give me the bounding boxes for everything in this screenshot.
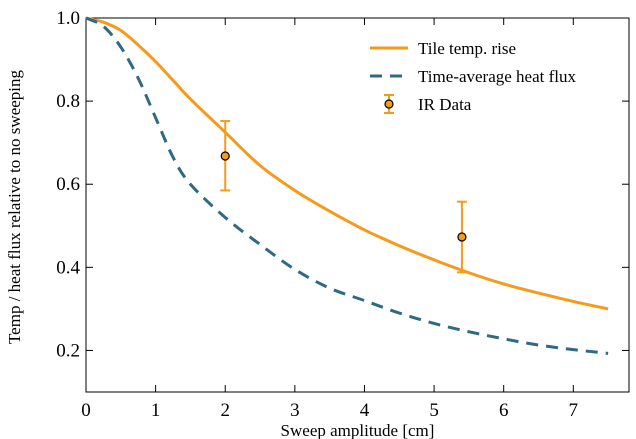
x-axis-label: Sweep amplitude [cm] bbox=[281, 421, 435, 439]
legend-swatch-marker bbox=[384, 99, 394, 109]
y-tick-label: 0.2 bbox=[56, 340, 80, 361]
x-tick-label: 1 bbox=[151, 400, 161, 421]
series-layer bbox=[85, 16, 609, 355]
x-tick-label: 6 bbox=[499, 400, 509, 421]
y-tick-label: 1.0 bbox=[56, 8, 80, 29]
y-tick-label: 0.8 bbox=[56, 91, 80, 112]
y-tick-label: 0.4 bbox=[56, 257, 80, 278]
y-tick-label: 0.6 bbox=[56, 174, 80, 195]
legend: Tile temp. rise Time-average heat flux IR … bbox=[370, 39, 576, 114]
legend-label: IR Data bbox=[418, 95, 472, 114]
x-tick-label: 7 bbox=[569, 400, 579, 421]
series-line-tile-temp bbox=[85, 16, 609, 311]
y-axis-label: Temp / heat flux relative to no sweeping bbox=[5, 69, 24, 344]
legend-label: Tile temp. rise bbox=[418, 39, 516, 58]
legend-label: Time-average heat flux bbox=[418, 67, 576, 86]
data-point bbox=[457, 232, 467, 242]
x-tick-label: 3 bbox=[290, 400, 300, 421]
axis-ticks: 0 1 2 3 4 5 6 7 0.2 0.4 0.6 0.8 1.0 bbox=[56, 8, 629, 421]
series-line-heat-flux bbox=[85, 16, 609, 355]
x-tick-label: 5 bbox=[429, 400, 439, 421]
plot-frame bbox=[85, 17, 630, 393]
x-tick-label: 0 bbox=[81, 400, 91, 421]
x-tick-label: 4 bbox=[360, 400, 370, 421]
data-point bbox=[220, 151, 230, 161]
x-tick-label: 2 bbox=[220, 400, 230, 421]
plot-area-border bbox=[85, 17, 630, 393]
